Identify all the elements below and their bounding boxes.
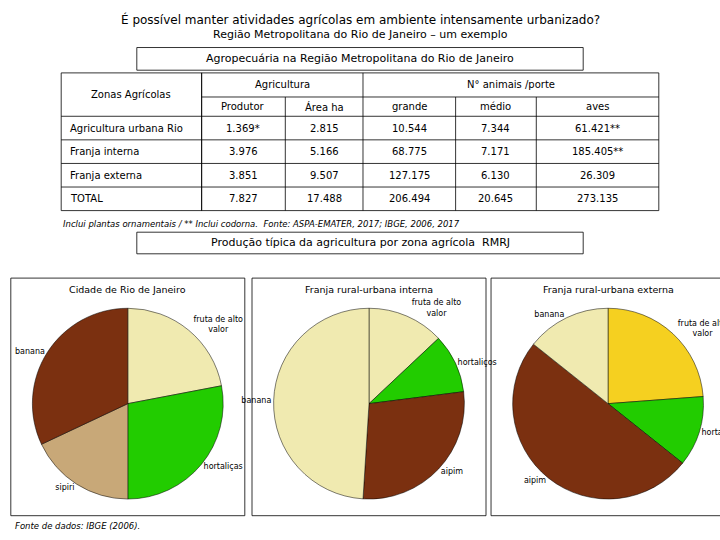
svg-text:grande: grande [392,101,427,112]
svg-text:hortaliças: hortaliças [204,462,243,471]
svg-text:Agricultura: Agricultura [255,79,310,90]
svg-text:aves: aves [586,101,609,112]
svg-text:7.171: 7.171 [481,146,510,157]
svg-text:TOTAL: TOTAL [70,193,103,204]
svg-text:206.494: 206.494 [389,193,430,204]
svg-text:10.544: 10.544 [392,123,427,134]
svg-text:185.405**: 185.405** [572,146,623,157]
svg-text:fruta de altovalor: fruta de altovalor [193,315,243,334]
svg-text:68.775: 68.775 [392,146,427,157]
svg-text:médio: médio [480,101,511,112]
svg-text:Produtor: Produtor [221,101,265,112]
svg-text:5.166: 5.166 [310,146,339,157]
svg-text:7.827: 7.827 [229,193,258,204]
svg-text:6.130: 6.130 [481,170,510,181]
svg-text:Franja rural-urbana externa: Franja rural-urbana externa [543,284,674,295]
svg-text:Zonas Agrícolas: Zonas Agrícolas [91,89,171,100]
svg-text:20.645: 20.645 [478,193,513,204]
svg-text:17.488: 17.488 [307,193,342,204]
svg-text:3.851: 3.851 [229,170,258,181]
svg-text:sipiri: sipiri [55,483,74,492]
svg-text:1.369*: 1.369* [226,123,260,134]
svg-text:Produção típica da agricultura: Produção típica da agricultura por zona … [211,236,510,249]
svg-text:aipim: aipim [524,476,546,485]
svg-text:9.507: 9.507 [310,170,339,181]
svg-text:banana: banana [534,310,564,319]
svg-text:Franja interna: Franja interna [70,146,139,157]
svg-text:fruta de altovalor: fruta de altovalor [412,298,462,317]
svg-text:N° animais /porte: N° animais /porte [467,79,555,90]
svg-text:É possível manter atividades a: É possível manter atividades agrícolas e… [121,12,600,27]
svg-text:26.309: 26.309 [580,170,615,181]
svg-text:hortaliços: hortaliços [458,358,497,367]
svg-text:Inclui plantas ornamentais / *: Inclui plantas ornamentais / ** Inclui c… [63,219,460,229]
svg-text:banana: banana [241,396,271,405]
svg-text:273.135: 273.135 [577,193,618,204]
svg-text:Região Metropolitana do Rio de: Região Metropolitana do Rio de Janeiro –… [213,28,508,41]
svg-text:hortaliços: hortaliços [701,428,720,437]
svg-text:Franja externa: Franja externa [70,170,142,181]
svg-text:3.976: 3.976 [229,146,258,157]
svg-text:Cidade de Rio de Janeiro: Cidade de Rio de Janeiro [69,284,186,295]
svg-text:aipim: aipim [441,467,463,476]
svg-text:Área ha: Área ha [305,101,344,113]
svg-text:Fonte de dados: IBGE (2006).: Fonte de dados: IBGE (2006). [15,521,140,531]
svg-text:7.344: 7.344 [481,123,510,134]
svg-text:fruta de altovalor: fruta de altovalor [678,319,720,338]
svg-text:Agricultura urbana Rio: Agricultura urbana Rio [70,123,183,134]
svg-text:Agropecuária na Região Metropo: Agropecuária na Região Metropolitana do … [206,52,514,65]
svg-text:2.815: 2.815 [310,123,339,134]
svg-text:127.175: 127.175 [389,170,430,181]
svg-text:61.421**: 61.421** [575,123,620,134]
svg-text:banana: banana [15,347,45,356]
svg-text:Franja rural-urbana interna: Franja rural-urbana interna [305,284,433,295]
